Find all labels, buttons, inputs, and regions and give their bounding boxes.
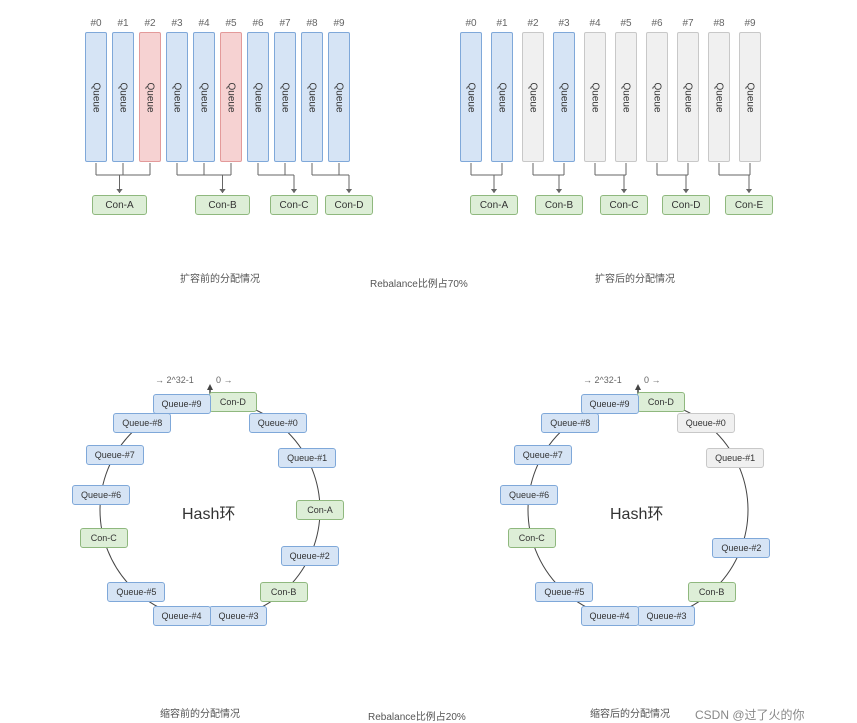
ring-queue-node: Queue-#8	[113, 413, 171, 433]
ring-consumer-node: Con-C	[508, 528, 556, 548]
ring-consumer-node: Con-B	[688, 582, 736, 602]
ring-queue-node: Queue-#9	[153, 394, 211, 414]
ring-queue-node: Queue-#6	[500, 485, 558, 505]
caption-text: 缩容前的分配情况	[160, 705, 240, 720]
ring-consumer-node: Con-B	[260, 582, 308, 602]
ring-queue-node: Queue-#9	[581, 394, 639, 414]
caption-text: CSDN @过了火的你	[695, 706, 805, 723]
ring-queue-node: Queue-#8	[541, 413, 599, 433]
caption-text: Rebalance比例占70%	[370, 275, 468, 290]
ring-queue-node: Queue-#7	[86, 445, 144, 465]
ring-queue-node: Queue-#1	[706, 448, 764, 468]
ring-queue-node: Queue-#3	[637, 606, 695, 626]
ring-queue-node: Queue-#7	[514, 445, 572, 465]
caption-text: 扩容前的分配情况	[180, 270, 260, 285]
ring-queue-node: Queue-#5	[535, 582, 593, 602]
caption-text: 扩容后的分配情况	[595, 270, 675, 285]
ring-queue-node: Queue-#6	[72, 485, 130, 505]
ring-consumer-node: Con-D	[209, 392, 257, 412]
ring-queue-node: Queue-#4	[581, 606, 639, 626]
ring-queue-node: Queue-#1	[278, 448, 336, 468]
ring-queue-node: Queue-#5	[107, 582, 165, 602]
ring-consumer-node: Con-D	[637, 392, 685, 412]
ring-queue-node: Queue-#4	[153, 606, 211, 626]
ring-consumer-node: Con-A	[296, 500, 344, 520]
ring-queue-node: Queue-#0	[677, 413, 735, 433]
ring-queue-node: Queue-#3	[209, 606, 267, 626]
ring-queue-node: Queue-#2	[281, 546, 339, 566]
ring-queue-node: Queue-#0	[249, 413, 307, 433]
ring-queue-node: Queue-#2	[712, 538, 770, 558]
caption-text: 缩容后的分配情况	[590, 705, 670, 720]
caption-text: Rebalance比例占20%	[368, 708, 466, 723]
ring-consumer-node: Con-C	[80, 528, 128, 548]
